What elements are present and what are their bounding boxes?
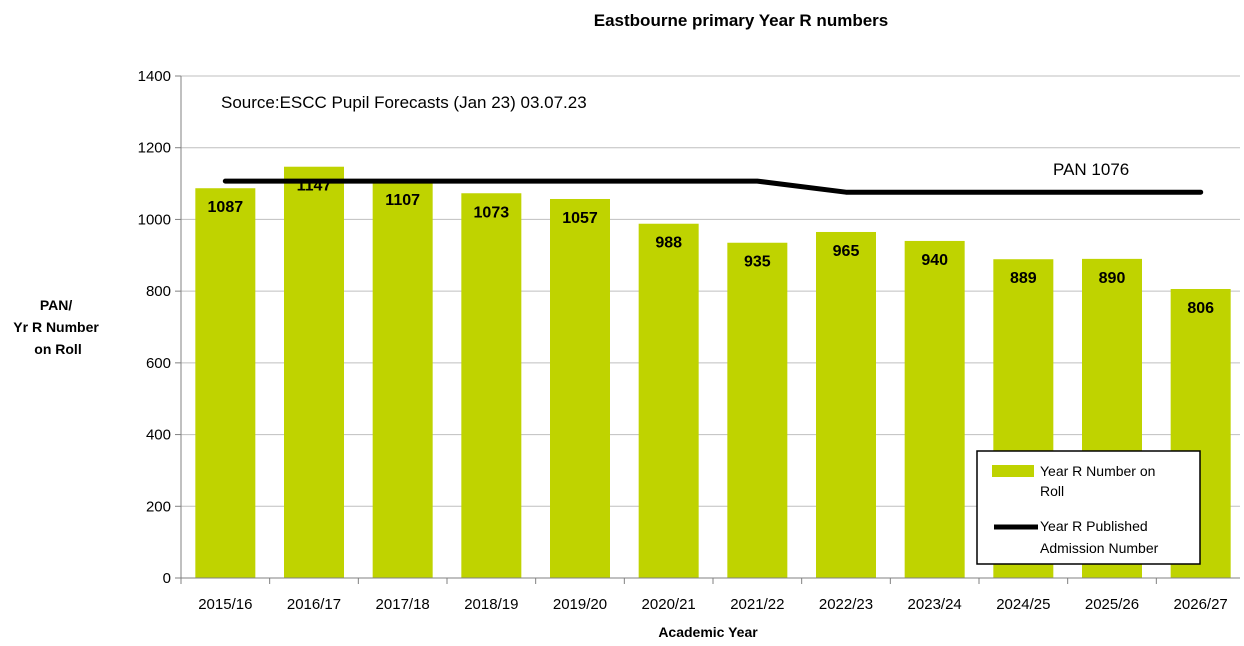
x-tick-labels: 2015/16 2016/17 2017/18 2018/19 2019/20 2020/…	[198, 596, 1228, 613]
y-tick-label: 1200	[138, 140, 171, 157]
y-tick-label: 800	[146, 283, 171, 300]
x-tick-label: 2026/27	[1174, 596, 1228, 613]
y-tick-labels: 0 200 400 600 800 1000 1200 1400	[138, 68, 171, 587]
x-tick-label: 2022/23	[819, 596, 873, 613]
x-tick-label: 2023/24	[908, 596, 962, 613]
x-tick-label: 2019/20	[553, 596, 607, 613]
bar-2017/18	[372, 181, 433, 578]
bar-2016/17	[284, 166, 344, 578]
x-tick-label: 2017/18	[376, 596, 430, 613]
x-tick-label: 2015/16	[198, 596, 252, 613]
pan-annotation: PAN 1076	[1053, 160, 1129, 179]
data-label-2015/16: 1087	[208, 199, 244, 216]
x-tick-label: 2021/22	[730, 596, 784, 613]
legend-label-line-line-1: Year R Published	[1040, 518, 1148, 534]
data-label-2020/21: 988	[655, 235, 682, 252]
bar-2019/20	[550, 198, 610, 579]
x-tick-label: 2020/21	[642, 596, 696, 613]
legend-swatch-bars	[992, 465, 1034, 477]
bar-2021/22	[727, 242, 788, 578]
y-tick-label: 600	[146, 355, 171, 372]
x-tick-label: 2025/26	[1085, 596, 1139, 613]
pan-line	[222, 178, 1204, 195]
chart-title: Eastbourne primary Year R numbers	[594, 11, 888, 30]
y-axis-title-line-1: PAN/	[40, 297, 73, 313]
y-tick-label: 200	[146, 498, 171, 515]
legend-label-bars-line-2: Roll	[1040, 483, 1064, 499]
data-labels: 1087 1147 1107 1073 1057 988 935 965 940 889 890 80…	[208, 178, 1215, 317]
x-tick-label: 2024/25	[996, 596, 1050, 613]
y-tick-label: 1400	[138, 68, 171, 85]
y-tick-label: 400	[146, 427, 171, 444]
legend-label-line-line-2: Admission Number	[1040, 540, 1159, 556]
y-tick-label: 0	[163, 570, 171, 587]
data-label-2021/22: 935	[744, 254, 771, 271]
y-axis-title: PAN/ Yr R Number on Roll	[13, 297, 102, 357]
bar-2015/16	[195, 188, 256, 579]
legend-label-bars: Year R Number on Roll	[1040, 463, 1159, 499]
data-label-2018/19: 1073	[474, 204, 510, 221]
y-axis-title-line-2: Yr R Number	[13, 319, 99, 335]
gridlines	[181, 75, 1240, 507]
data-label-2016/17: 1147	[297, 178, 332, 195]
y-axis-title-line-3: on Roll	[34, 341, 81, 357]
x-tick-label: 2016/17	[287, 596, 341, 613]
bar-2020/21	[638, 223, 699, 578]
data-label-2023/24: 940	[921, 252, 948, 269]
legend-label-line: Year R Published Admission Number	[1040, 518, 1159, 556]
source-annotation: Source:ESCC Pupil Forecasts (Jan 23) 03.…	[221, 93, 587, 112]
data-label-2024/25: 889	[1010, 270, 1037, 287]
bar-2018/19	[461, 193, 522, 578]
pan-line-series	[222, 178, 1204, 195]
legend: Year R Number on Roll Year R Published A…	[976, 450, 1201, 565]
bar-2022/23	[816, 231, 876, 578]
legend-label-bars-line-1: Year R Number on	[1040, 463, 1155, 479]
x-tick-label: 2018/19	[464, 596, 518, 613]
data-label-2025/26: 890	[1099, 270, 1126, 287]
data-label-2019/20: 1057	[562, 210, 598, 227]
x-axis-title: Academic Year	[658, 624, 758, 640]
data-label-2017/18: 1107	[385, 192, 420, 209]
data-label-2026/27: 806	[1187, 300, 1214, 317]
bar-2023/24	[904, 240, 965, 578]
axes	[175, 75, 1240, 584]
y-tick-label: 1000	[138, 211, 171, 228]
data-label-2022/23: 965	[833, 243, 860, 260]
